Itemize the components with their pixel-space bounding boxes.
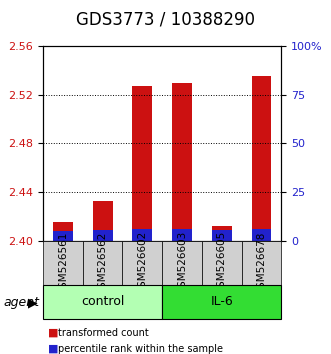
Text: agent: agent	[3, 296, 39, 309]
Text: control: control	[81, 295, 124, 308]
Bar	[252, 76, 271, 241]
Bar	[212, 226, 232, 241]
Bar	[93, 230, 113, 241]
Bar	[252, 229, 271, 241]
Bar	[53, 231, 73, 241]
Bar	[172, 82, 192, 241]
Text: ■: ■	[48, 328, 59, 338]
FancyBboxPatch shape	[162, 285, 281, 319]
Text: GSM526602: GSM526602	[137, 231, 147, 295]
FancyBboxPatch shape	[122, 241, 162, 285]
FancyBboxPatch shape	[43, 241, 83, 285]
Text: transformed count: transformed count	[58, 328, 149, 338]
Text: GSM526678: GSM526678	[257, 231, 266, 295]
Text: GSM526605: GSM526605	[217, 231, 227, 295]
Text: GSM526562: GSM526562	[98, 231, 108, 295]
Text: ■: ■	[48, 344, 59, 354]
Text: ▶: ▶	[28, 296, 38, 309]
Bar	[53, 222, 73, 241]
Text: GSM526561: GSM526561	[58, 231, 68, 295]
FancyBboxPatch shape	[162, 241, 202, 285]
Bar	[132, 86, 152, 241]
FancyBboxPatch shape	[202, 241, 242, 285]
FancyBboxPatch shape	[43, 285, 162, 319]
FancyBboxPatch shape	[242, 241, 281, 285]
FancyBboxPatch shape	[83, 241, 122, 285]
Bar	[172, 229, 192, 241]
Text: GSM526603: GSM526603	[177, 231, 187, 295]
Bar	[212, 230, 232, 241]
Bar	[132, 229, 152, 241]
Text: percentile rank within the sample: percentile rank within the sample	[58, 344, 223, 354]
Text: IL-6: IL-6	[211, 295, 233, 308]
Text: GDS3773 / 10388290: GDS3773 / 10388290	[76, 10, 255, 28]
Bar	[93, 201, 113, 241]
